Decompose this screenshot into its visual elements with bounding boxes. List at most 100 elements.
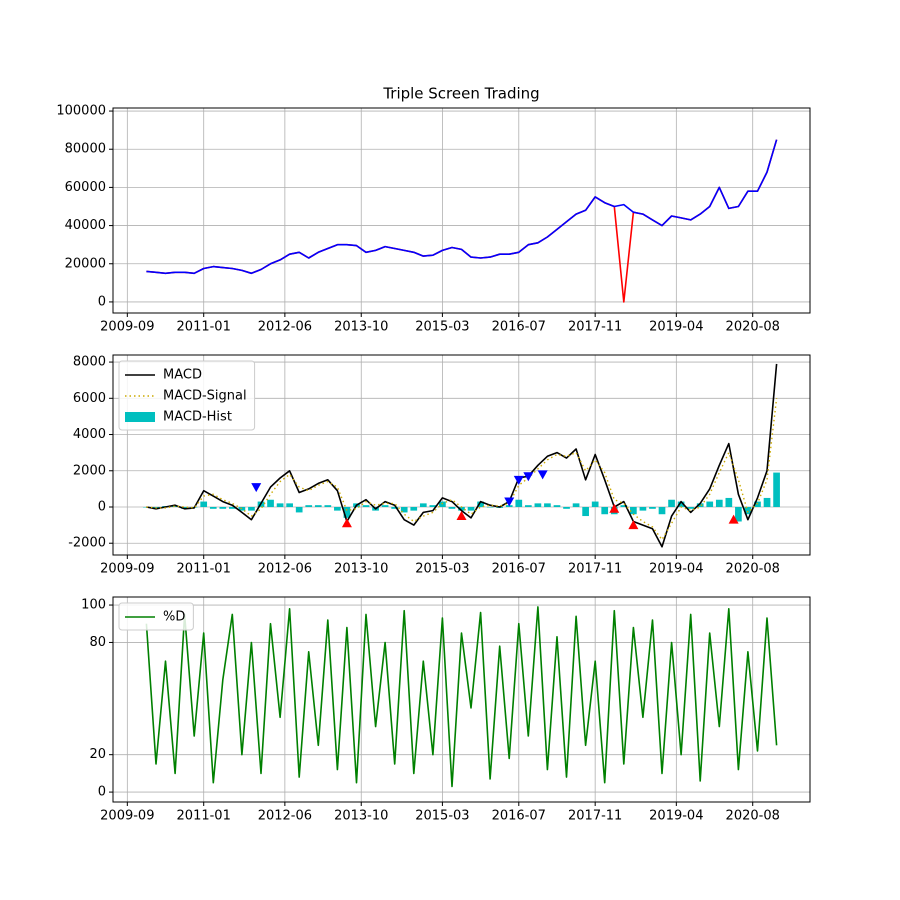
chart-title: Triple Screen Trading [382, 85, 539, 103]
x-tick-label: 2019-04 [649, 562, 703, 577]
hist-bar [295, 506, 303, 513]
axes-frame [112, 107, 811, 314]
plot-area [146, 139, 778, 303]
hist-bar [458, 506, 465, 511]
x-tick-label: 2012-06 [258, 809, 312, 824]
hist-bar [343, 506, 351, 518]
x-tick-label: 2009-09 [100, 562, 154, 577]
hist-bar [200, 501, 208, 507]
hist-bar [267, 499, 274, 507]
legend-swatch [125, 412, 155, 422]
signal-marker [523, 472, 534, 482]
hist-bar [553, 505, 561, 507]
x-tick-label: 2011-01 [177, 320, 231, 335]
hist-bar [725, 497, 733, 507]
plot-area [143, 363, 780, 548]
series-line [146, 398, 778, 541]
x-tick-label: 2009-09 [100, 809, 154, 824]
hist-bar [171, 506, 179, 507]
hist-bar [305, 505, 313, 507]
hist-bar [563, 506, 570, 509]
hist-bar [668, 499, 675, 507]
hist-bar [381, 505, 389, 507]
x-tick-label: 2015-03 [415, 809, 469, 824]
signal-marker [628, 520, 639, 530]
hist-bar [715, 499, 723, 507]
hist-bar [515, 499, 523, 507]
hist-bar [467, 506, 475, 511]
y-tick-label: 0 [98, 785, 106, 800]
signal-marker [513, 475, 524, 485]
x-tick-label: 2020-08 [726, 562, 780, 577]
x-tick-label: 2016-07 [492, 562, 546, 577]
hist-bar [735, 506, 742, 522]
x-tick-label: 2013-10 [334, 562, 388, 577]
y-tick-label: 20 [89, 747, 106, 762]
signal-marker [537, 470, 548, 480]
y-tick-label: 80 [89, 635, 106, 650]
signal-marker [251, 483, 262, 493]
hist-bar [448, 506, 456, 509]
series-line [146, 139, 778, 275]
hist-bar [391, 506, 399, 509]
hist-bar [181, 506, 188, 509]
x-tick-label: 2017-11 [568, 809, 622, 824]
hist-bar [630, 506, 637, 515]
legend: MACD MACD-Signal MACD-Hist [118, 360, 256, 431]
hist-bar [706, 501, 714, 507]
series-line [146, 363, 778, 548]
hist-bar [773, 472, 780, 507]
x-tick-label: 2017-11 [568, 320, 622, 335]
hist-bar [677, 501, 685, 507]
hist-bar [410, 506, 418, 511]
hist-bar [238, 506, 246, 511]
signal-marker [728, 514, 739, 524]
hist-bar [534, 503, 542, 507]
legend-label: MACD-Signal [163, 389, 247, 404]
legend: %D [118, 602, 194, 631]
hist-bar [620, 505, 628, 507]
hist-bar [544, 503, 551, 507]
hist-bar [687, 506, 694, 509]
legend-label: MACD [163, 368, 202, 383]
hist-bar [419, 503, 427, 507]
y-tick-label: 80000 [65, 142, 106, 157]
x-tick-label: 2011-01 [177, 809, 231, 824]
hist-bar [276, 503, 284, 507]
y-tick-label: 0 [98, 294, 106, 309]
signal-marker [609, 503, 620, 513]
y-tick-label: 40000 [65, 218, 106, 233]
x-tick-label: 2012-06 [258, 320, 312, 335]
hist-bar [429, 505, 437, 507]
x-tick-label: 2015-03 [415, 562, 469, 577]
hist-bar [658, 506, 666, 515]
hist-bar [229, 506, 236, 509]
y-tick-label: 6000 [73, 391, 106, 406]
x-tick-label: 2011-01 [177, 562, 231, 577]
x-tick-label: 2020-08 [726, 320, 780, 335]
series-line [145, 606, 778, 788]
hist-bar [486, 506, 494, 508]
plot-area [145, 606, 778, 788]
hist-bar [524, 505, 532, 507]
legend-box [118, 602, 194, 631]
hist-bar [649, 506, 656, 509]
hist-bar [334, 506, 341, 511]
hist-bar [744, 506, 752, 515]
y-tick-label: -2000 [68, 536, 106, 551]
y-tick-label: 100 [81, 598, 106, 613]
x-tick-label: 2012-06 [258, 562, 312, 577]
axes-frame [112, 354, 811, 556]
x-tick-label: 2020-08 [726, 809, 780, 824]
y-tick-label: 4000 [73, 427, 106, 442]
hist-bar [324, 505, 332, 507]
x-tick-label: 2013-10 [334, 320, 388, 335]
x-tick-label: 2016-07 [492, 320, 546, 335]
x-tick-label: 2009-09 [100, 320, 154, 335]
legend-label: MACD-Hist [163, 410, 232, 425]
y-tick-label: 60000 [65, 180, 106, 195]
x-tick-label: 2017-11 [568, 562, 622, 577]
hist-bar [639, 506, 647, 511]
hist-bar [477, 501, 484, 507]
hist-bar [209, 506, 217, 509]
